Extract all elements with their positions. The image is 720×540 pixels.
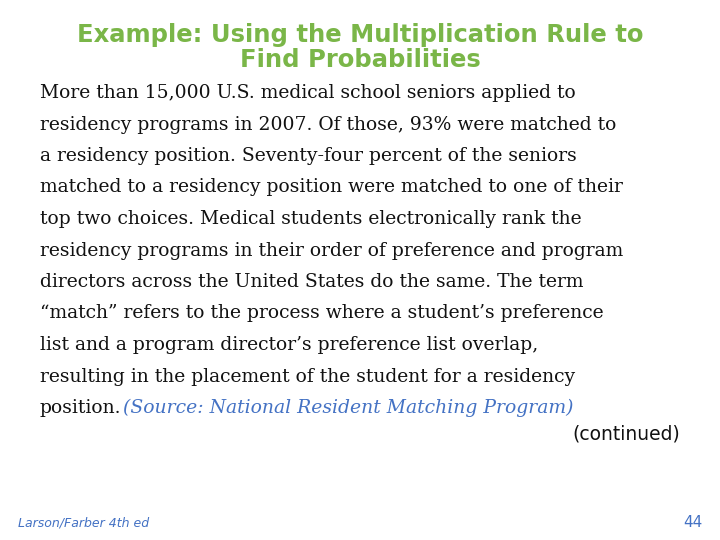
- Text: (Source: National Resident Matching Program): (Source: National Resident Matching Prog…: [117, 399, 574, 417]
- Text: Find Probabilities: Find Probabilities: [240, 48, 480, 72]
- Text: matched to a residency position were matched to one of their: matched to a residency position were mat…: [40, 179, 623, 197]
- Text: resulting in the placement of the student for a residency: resulting in the placement of the studen…: [40, 368, 575, 386]
- Text: residency programs in 2007. Of those, 93% were matched to: residency programs in 2007. Of those, 93…: [40, 116, 616, 133]
- Text: position.: position.: [40, 399, 122, 417]
- Text: directors across the United States do the same. The term: directors across the United States do th…: [40, 273, 583, 291]
- Text: list and a program director’s preference list overlap,: list and a program director’s preference…: [40, 336, 539, 354]
- Text: residency programs in their order of preference and program: residency programs in their order of pre…: [40, 241, 624, 260]
- Text: Larson/Farber 4th ed: Larson/Farber 4th ed: [18, 517, 149, 530]
- Text: top two choices. Medical students electronically rank the: top two choices. Medical students electr…: [40, 210, 582, 228]
- Text: (continued): (continued): [572, 424, 680, 443]
- Text: 44: 44: [683, 515, 702, 530]
- Text: a residency position. Seventy-four percent of the seniors: a residency position. Seventy-four perce…: [40, 147, 577, 165]
- Text: “match” refers to the process where a student’s preference: “match” refers to the process where a st…: [40, 305, 603, 322]
- Text: More than 15,000 U.S. medical school seniors applied to: More than 15,000 U.S. medical school sen…: [40, 84, 576, 102]
- Text: Example: Using the Multiplication Rule to: Example: Using the Multiplication Rule t…: [77, 23, 643, 47]
